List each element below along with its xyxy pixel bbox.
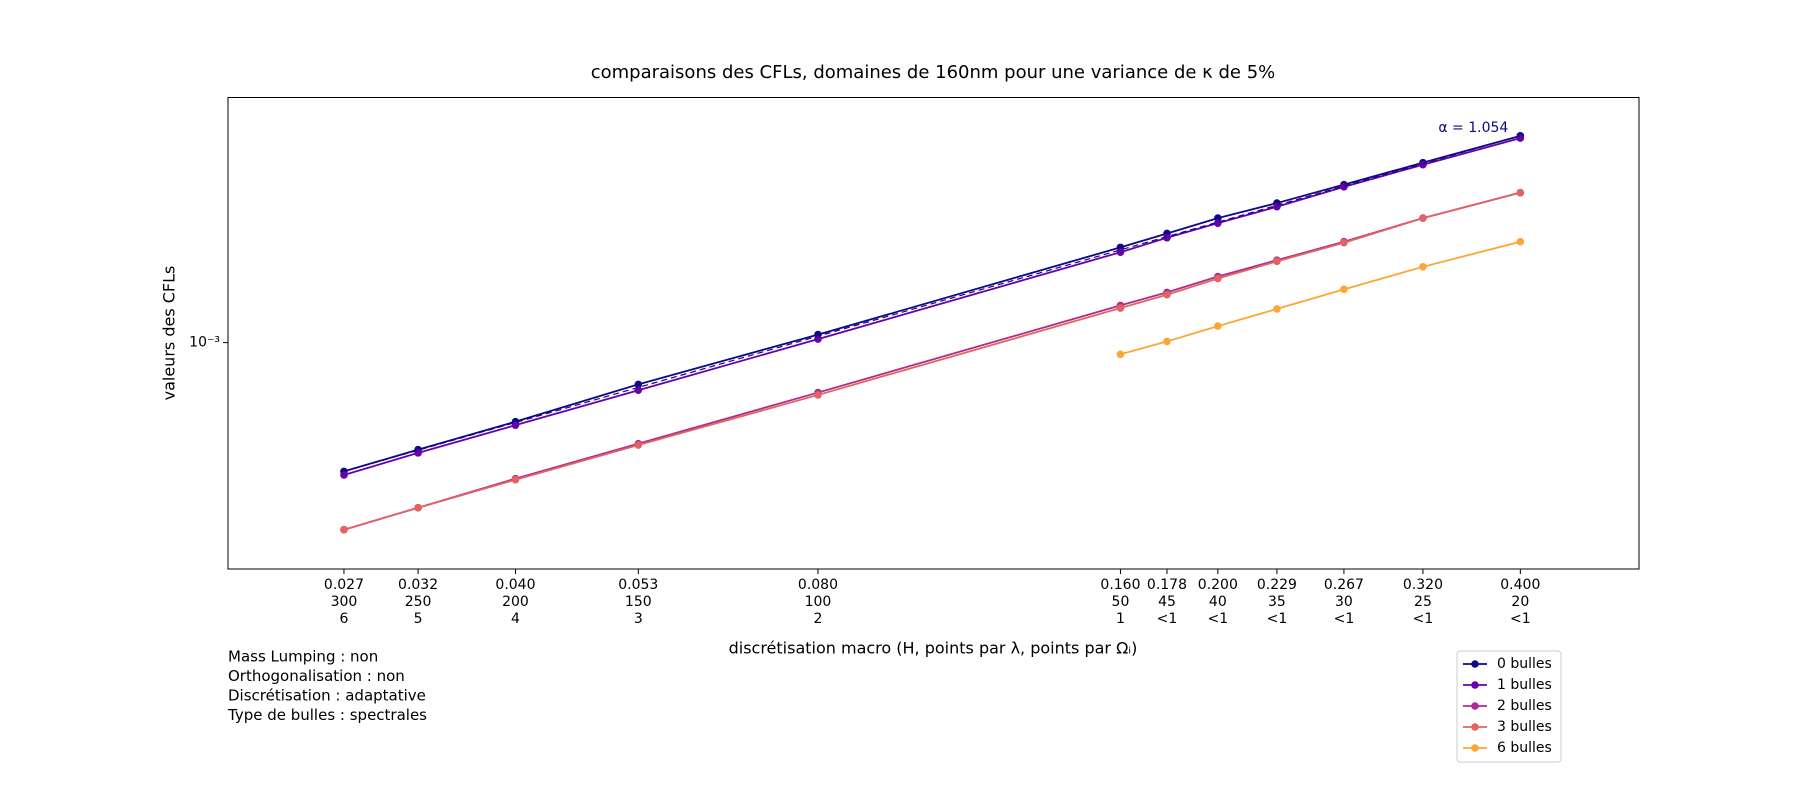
x-axis-label: discrétisation macro (H, points par λ, p…	[729, 639, 1138, 658]
data-point	[1214, 322, 1222, 330]
x-tick-label-lambda: 30	[1335, 594, 1353, 610]
data-point	[1340, 183, 1348, 191]
x-tick-label: 0.080	[798, 577, 838, 593]
legend-label: 6 bulles	[1497, 740, 1552, 756]
data-point	[340, 471, 348, 479]
data-point	[1419, 160, 1427, 169]
plot-frame	[227, 97, 1640, 570]
data-point	[511, 475, 520, 484]
series-line	[343, 137, 1521, 476]
note: Mass Lumping : non	[228, 648, 378, 666]
x-tick-label-lambda: 35	[1268, 594, 1286, 610]
x-tick-label-lambda: 300	[331, 594, 358, 610]
x-tick-label-lambda: 100	[805, 594, 832, 610]
x-tick-label-lambda: 25	[1414, 594, 1432, 610]
x-tick-label-omega: <1	[1334, 611, 1355, 627]
x-tick-label-lambda: 250	[405, 594, 432, 610]
x-tick-label: 0.027	[324, 577, 364, 593]
chart-title: comparaisons des CFLs, domaines de 160nm…	[591, 62, 1276, 83]
x-tick-label: 0.053	[618, 577, 658, 593]
legend-marker	[1471, 681, 1479, 689]
data-point	[634, 441, 643, 449]
x-tick-label: 0.178	[1147, 577, 1187, 593]
data-point	[814, 391, 822, 399]
x-tick-label-omega: <1	[1208, 611, 1229, 627]
x-tick-label: 0.400	[1500, 577, 1540, 593]
x-tick-label-omega: 6	[339, 611, 348, 627]
data-point	[1340, 285, 1348, 294]
data-point	[340, 525, 348, 534]
data-point	[1273, 305, 1281, 313]
data-point	[1419, 263, 1427, 271]
data-point	[1116, 350, 1125, 359]
legend-marker	[1471, 744, 1479, 752]
y-tick-label: 10⁻³	[189, 335, 220, 351]
note: Discrétisation : adaptative	[228, 687, 426, 705]
data-point	[511, 421, 520, 429]
y-axis-label: valeurs des CFLs	[160, 266, 179, 401]
data-point	[1163, 337, 1171, 346]
data-point	[634, 380, 643, 389]
x-tick-label-omega: <1	[1267, 611, 1288, 627]
fit-annotation: α = 1.054	[1438, 120, 1508, 136]
legend-label: 3 bulles	[1497, 719, 1552, 735]
legend-label: 0 bulles	[1497, 656, 1552, 672]
x-tick-label: 0.040	[495, 577, 535, 593]
legend-label: 2 bulles	[1497, 698, 1552, 714]
x-tick-label-lambda: 45	[1158, 594, 1176, 610]
x-tick-label-omega: 5	[414, 611, 423, 627]
x-tick-label-omega: <1	[1157, 611, 1178, 627]
legend-marker	[1471, 702, 1479, 710]
x-tick-label: 0.267	[1324, 577, 1364, 593]
data-point	[1516, 237, 1525, 246]
note: Orthogonalisation : non	[228, 667, 405, 685]
x-tick-label: 0.229	[1257, 577, 1297, 593]
note: Type de bulles : spectrales	[227, 706, 427, 724]
x-tick-label: 0.200	[1198, 577, 1238, 593]
fit-line	[343, 135, 1521, 472]
series-line	[343, 134, 1521, 473]
data-point	[1163, 290, 1171, 299]
series-line	[343, 191, 1521, 531]
x-tick-label-omega: 4	[511, 611, 520, 627]
data-point	[1214, 274, 1222, 283]
x-tick-label-omega: <1	[1413, 611, 1434, 627]
x-tick-label-lambda: 50	[1112, 594, 1130, 610]
x-tick-label-lambda: 40	[1209, 594, 1227, 610]
legend-marker	[1471, 660, 1479, 668]
x-tick-label-omega: 2	[814, 611, 823, 627]
x-tick-label-omega: 1	[1116, 611, 1125, 627]
x-tick-label-lambda: 150	[625, 594, 652, 610]
x-tick-label-lambda: 200	[502, 594, 529, 610]
data-point	[414, 449, 422, 457]
data-point	[1116, 304, 1125, 312]
data-point	[1419, 214, 1427, 222]
data-point	[1163, 233, 1171, 242]
data-point	[414, 503, 422, 512]
x-tick-label: 0.320	[1403, 577, 1443, 593]
x-tick-label-omega: <1	[1510, 611, 1531, 627]
data-point	[1516, 188, 1525, 197]
data-point	[1516, 134, 1525, 142]
data-point	[1273, 257, 1281, 266]
legend-box	[1456, 650, 1562, 763]
legend-marker	[1471, 723, 1479, 731]
x-tick-label-lambda: 20	[1511, 594, 1529, 610]
x-tick-label-omega: 3	[634, 611, 643, 627]
x-tick-label: 0.160	[1100, 577, 1140, 593]
legend-label: 1 bulles	[1497, 677, 1552, 693]
x-tick-label: 0.032	[398, 577, 438, 593]
data-point	[1340, 238, 1348, 247]
